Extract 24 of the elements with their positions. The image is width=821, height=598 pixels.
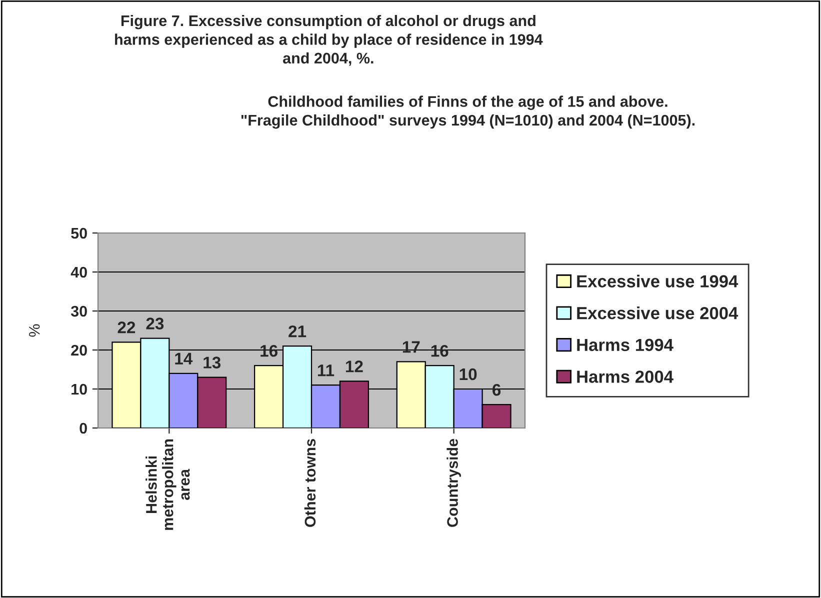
y-tick-label: 20	[71, 344, 87, 356]
y-tick-label: 40	[70, 266, 87, 278]
data-label: 23	[146, 318, 164, 330]
data-label: 14	[175, 352, 193, 364]
y-tick-label: 10	[72, 384, 87, 395]
chart-title: Figure 7. Excessive consumption of alcohol or drugs and harms experienced as a child by place of residence in 1994 and 2004, %.	[115, 14, 543, 66]
data-label: 12	[346, 360, 363, 372]
x-tick-label: Other towns	[304, 439, 316, 527]
legend-label: Harms 1994	[577, 338, 674, 352]
data-label: 13	[204, 356, 221, 368]
data-label: 22	[118, 322, 136, 334]
chart-subtitle: Childhood families of Finns of the age of 15 and above. "Fragile Childhood" surveys 1994 (N=1010) and 2004 (N=1005).	[241, 96, 695, 129]
y-tick-label: 0	[80, 422, 87, 434]
y-tick-label: 30	[70, 306, 87, 317]
y-tick-label: 50	[71, 228, 87, 239]
legend-label: Excessive use 2004	[577, 306, 738, 320]
legend-label: Harms 2004	[577, 370, 674, 383]
y-axis-title: %	[29, 324, 40, 337]
legend-label: Excessive use 1994	[577, 274, 738, 288]
data-label: 21	[288, 325, 306, 338]
x-tick-label: Helsinki metropolitan area	[146, 439, 190, 530]
data-label: 11	[318, 364, 334, 376]
x-tick-label: Countryside	[446, 438, 461, 527]
data-label: 10	[460, 368, 477, 380]
